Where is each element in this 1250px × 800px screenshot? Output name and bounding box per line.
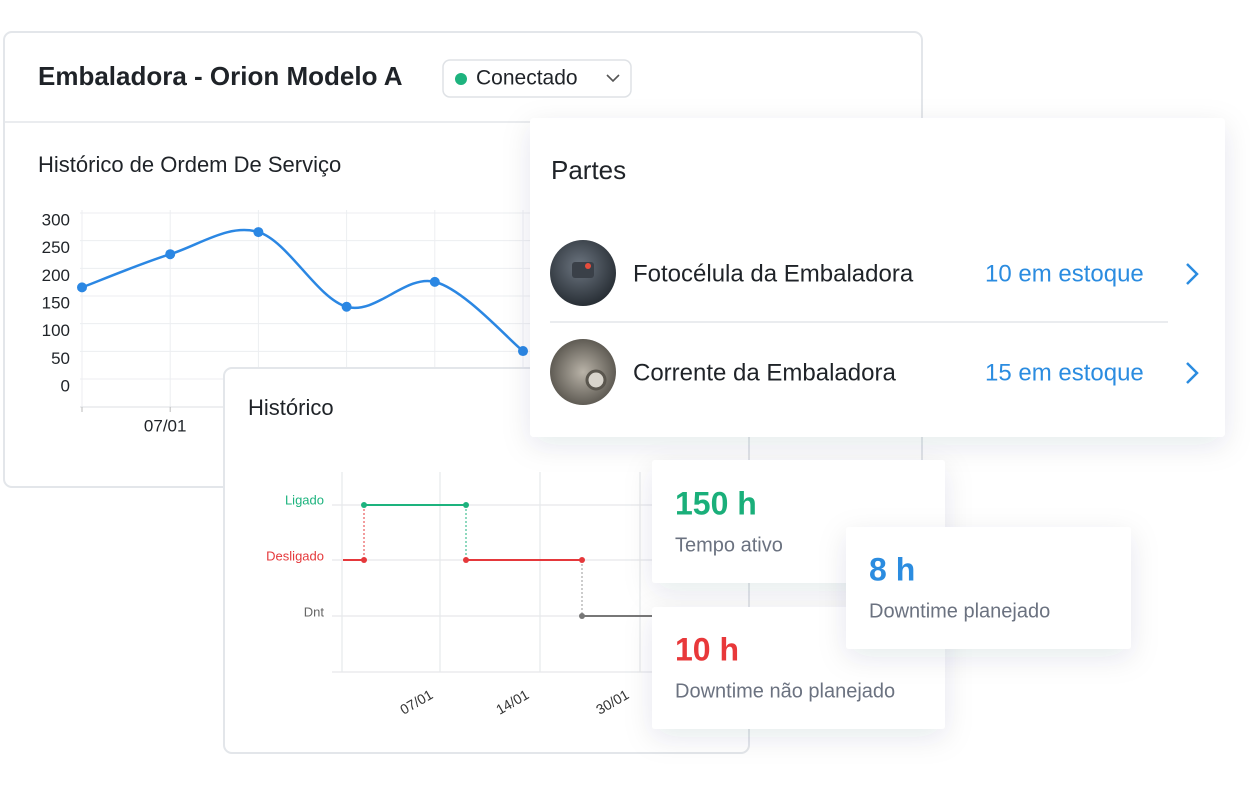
y-tick-label: 100 [42,321,70,340]
stat-value: 10 h [675,631,739,667]
state-label: Desligado [266,548,324,563]
y-tick-label: 200 [42,266,70,285]
status-dot [455,73,467,85]
card-title: Partes [551,155,626,185]
state-label: Dnt [304,604,325,619]
history-card: Histórico Ligado Desligado Dnt 07/01 [223,367,750,754]
part-name: Fotocélula da Embaladora [633,260,914,287]
card [846,527,1131,649]
card-title: Histórico [248,395,334,420]
data-point [518,346,528,357]
y-tick-label: 250 [42,238,70,257]
chevron-right[interactable] [1186,263,1199,285]
state-point [361,557,367,563]
stat-label: Tempo ativo [675,534,783,556]
stat-label: Downtime planejado [869,600,1050,622]
y-tick-label: 50 [51,349,70,368]
state-label: Ligado [285,492,324,507]
data-point [341,301,352,312]
chevron-down [606,74,620,83]
part-stock: 15 em estoque [985,359,1144,386]
stat-value: 150 h [675,485,757,521]
state-point [463,557,469,563]
data-point [253,227,264,238]
state-point [361,502,367,508]
data-point [165,249,176,260]
y-tick-label: 300 [42,210,70,229]
connectors [363,505,583,616]
part-image-detail [572,262,594,278]
part-stock: 10 em estoque [985,260,1144,287]
part-image-detail [585,369,607,391]
y-tick-label: 0 [61,376,70,395]
stat-value: 8 h [869,551,915,587]
y-tick-label: 150 [42,293,70,312]
status-dropdown[interactable] [442,59,632,98]
stat-card: 8 h Downtime planejado [846,527,1131,649]
stat-label: Downtime não planejado [675,680,895,702]
state-point [579,557,585,563]
part-name: Corrente da Embaladora [633,359,896,386]
chevron-right[interactable] [1186,362,1199,384]
status-text: Conectado [476,67,578,90]
machine-title: Embaladora - Orion Modelo A [38,61,403,91]
state-point [463,502,469,508]
x-tick-label: 07/01 [144,416,187,435]
part-image [550,339,616,405]
state-point [579,613,585,619]
parts-card: Partes Fotocélula da Embaladora 10 em es… [530,118,1225,437]
data-point [429,276,440,287]
part-image-detail [585,263,591,269]
chart-title: Histórico de Ordem De Serviço [38,152,341,177]
data-point [77,282,87,293]
card [530,118,1225,437]
